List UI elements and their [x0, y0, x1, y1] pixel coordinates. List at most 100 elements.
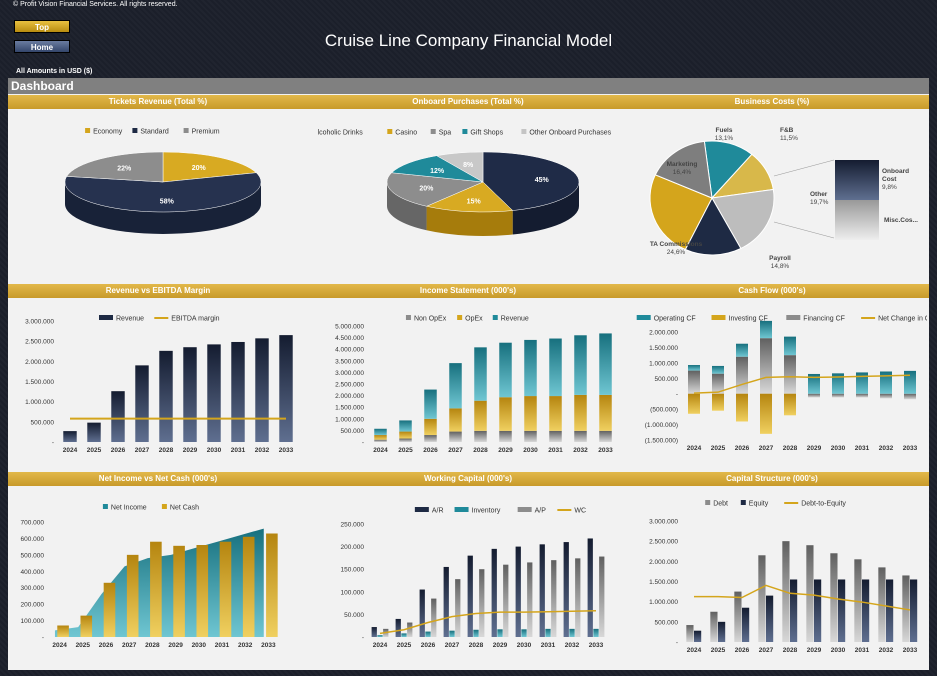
opex-bar	[399, 431, 412, 439]
opex-bar	[499, 397, 512, 431]
revenue-bar	[524, 339, 537, 397]
legend-marker	[740, 500, 746, 505]
revenue-bar	[374, 428, 387, 436]
y-tick-label: 400.000	[21, 569, 45, 576]
pie-slice	[391, 155, 484, 183]
x-tick-label: 2024	[63, 447, 78, 454]
y-tick-label: 1.000.000	[649, 360, 678, 367]
x-tick-label: 2030	[207, 447, 222, 454]
ap-bar	[527, 562, 533, 637]
x-tick-label: 2025	[398, 447, 413, 454]
operating-cf-bar	[736, 343, 748, 357]
non-opex-bar	[499, 430, 512, 442]
revenue-bar	[231, 341, 245, 442]
revenue-bar	[159, 350, 173, 442]
x-tick-label: 2025	[711, 647, 726, 654]
x-tick-label: 2028	[783, 647, 798, 654]
financing-cf-bar	[856, 393, 868, 398]
operating-cf-bar	[784, 336, 796, 356]
legend-label: Debt	[713, 501, 728, 508]
header-band-2	[8, 284, 929, 298]
x-tick-label: 2029	[807, 647, 822, 654]
opex-bar	[574, 394, 587, 431]
revenue-bar	[574, 335, 587, 395]
dashboard-heading: Dashboard	[8, 78, 929, 94]
inventory-bar	[425, 631, 431, 637]
legend-marker	[430, 129, 436, 134]
x-tick-label: 2027	[759, 445, 774, 452]
pie-slice	[425, 181, 514, 213]
y-tick-label: 150.000	[341, 567, 365, 574]
opex-bar	[474, 400, 487, 431]
equity-bar	[790, 579, 798, 642]
y-tick-label: 1.500.000	[335, 405, 364, 412]
pie-slice	[436, 151, 484, 183]
operating-cf-bar	[688, 365, 700, 371]
financing-cf-bar	[760, 338, 772, 394]
equity-bar	[862, 579, 870, 642]
inventory-bar	[377, 635, 383, 637]
financing-cf-bar	[784, 355, 796, 394]
x-tick-label: 2028	[783, 445, 798, 452]
ar-bar	[587, 538, 593, 637]
inventory-bar	[401, 633, 407, 637]
breakout-connector	[773, 159, 835, 177]
ar-bar	[515, 546, 521, 637]
debt-bar	[806, 545, 814, 642]
x-tick-label: 2032	[238, 642, 253, 649]
x-tick-label: 2031	[548, 447, 563, 454]
inventory-bar	[569, 628, 575, 637]
operating-cf-bar	[760, 320, 772, 339]
y-tick-label: 1.000.000	[649, 599, 678, 606]
x-tick-label: 2032	[879, 445, 894, 452]
debt-bar	[710, 611, 718, 642]
x-tick-label: 2024	[52, 642, 67, 649]
onboard-pie-chart: Alcoholic Drinks Casino Spa Gift Shops Other…	[318, 129, 612, 236]
x-tick-label: 2026	[99, 642, 114, 649]
ap-bar	[575, 558, 581, 637]
pie-category-label: Other	[810, 191, 828, 198]
net-cash-bar	[150, 541, 162, 637]
pie-value-label: 24,6%	[667, 249, 686, 256]
y-tick-label: 1.000.000	[25, 399, 54, 406]
pie-category-label: Marketing	[667, 161, 698, 168]
operating-cf-bar	[880, 371, 892, 394]
y-tick-label: 1.000.000	[335, 416, 364, 423]
legend-label: WC	[574, 508, 586, 515]
pie-slice	[711, 188, 775, 250]
financing-cf-bar	[712, 373, 724, 394]
x-tick-label: 2033	[279, 447, 294, 454]
non-opex-bar	[549, 430, 562, 442]
x-tick-label: 2027	[759, 647, 774, 654]
non-opex-bar	[424, 435, 437, 442]
ap-bar	[431, 598, 437, 637]
breakout-connector	[773, 221, 835, 239]
home-button[interactable]: Home	[14, 40, 70, 53]
ar-bar	[539, 544, 545, 637]
debt-bar	[758, 555, 766, 642]
equity-bar	[910, 579, 918, 642]
financing-cf-bar	[688, 370, 700, 394]
legend-label: Operating CF	[654, 316, 696, 323]
debt-to-equity-line	[694, 584, 911, 611]
y-tick-label: 500.000	[21, 552, 45, 559]
pie-slice	[64, 172, 262, 213]
revenue-bar	[599, 333, 612, 395]
opex-bar	[424, 418, 437, 436]
legend-label: EBITDA margin	[171, 316, 219, 323]
top-button[interactable]: Top	[14, 20, 70, 33]
legend-marker	[492, 315, 498, 320]
pie-value-label: 16,4%	[673, 169, 692, 176]
non-opex-bar	[474, 430, 487, 442]
investing-cf-bar	[736, 393, 748, 422]
x-tick-label: 2031	[855, 445, 870, 452]
y-tick-label: 4.000.000	[335, 347, 364, 354]
investing-cf-bar	[760, 393, 772, 434]
net-cash-bar	[196, 545, 209, 637]
x-tick-label: 2025	[76, 642, 91, 649]
legend-label: A/R	[432, 508, 444, 515]
y-tick-label: 2.000.000	[335, 393, 364, 400]
x-tick-label: 2030	[523, 447, 538, 454]
x-tick-label: 2028	[469, 642, 484, 649]
legend-label: Economy	[93, 129, 123, 136]
